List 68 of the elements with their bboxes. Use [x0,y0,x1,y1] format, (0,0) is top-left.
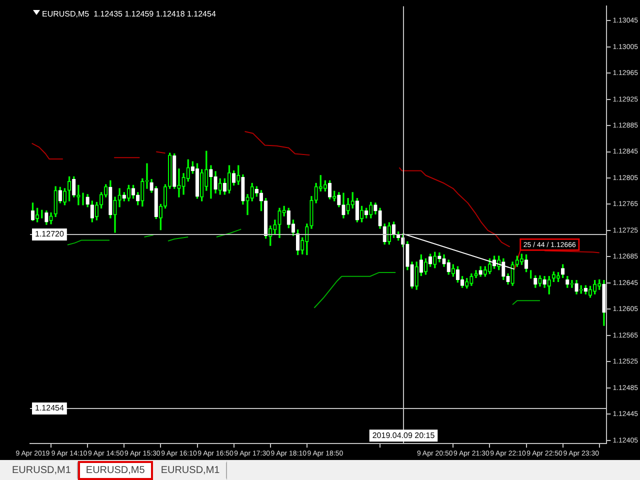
candlestick [108,180,112,218]
candlestick [49,212,53,224]
candlestick [323,180,328,192]
chart-title: EURUSD,M5 1.12435 1.12459 1.12418 1.12454 [42,9,216,18]
candlestick [424,258,428,275]
candlestick [54,186,58,218]
ref-line-label: 1.12720 [35,230,64,239]
candlestick [414,262,418,290]
candlestick [574,280,578,294]
candlestick [451,264,455,277]
ref-line-label: 1.12454 [35,404,64,413]
candlestick [378,208,382,229]
candlestick [94,202,99,220]
candlestick [478,266,482,277]
candlestick [305,224,309,256]
candlestick [560,264,565,278]
candlestick [592,280,597,294]
text: EURUSD,M1 [4,460,78,480]
candlestick [195,163,200,199]
candlestick [227,165,232,194]
candlestick [273,220,277,234]
candlestick [456,266,460,283]
candlestick [140,178,144,207]
candlestick [510,262,514,286]
ref-line-label: 2019.04.09 20:15 [372,430,436,440]
candlestick [328,180,332,200]
candlestick [236,165,240,185]
candlestick [337,192,341,208]
candlestick [542,276,546,288]
candlestick [177,168,181,198]
candlestick [172,153,176,189]
candlestick [346,198,350,214]
candlestick [250,182,254,202]
candlestick [470,273,474,286]
candlestick [44,210,48,225]
candlestick [355,198,360,222]
candlestick [524,254,528,272]
candlestick [214,171,218,194]
candlestick [168,152,172,189]
candlestick [588,286,592,298]
text: EURUSD,M5 [78,460,153,480]
candlestick [534,275,538,288]
candlestick [86,194,90,208]
candlestick [113,196,117,233]
candlestick [278,208,282,238]
candlestick [438,252,442,262]
candlestick [342,192,346,218]
candlestick [30,202,35,221]
candlestick [209,165,213,199]
candlestick [67,176,72,202]
text: EURUSD,M1 [152,460,227,480]
candlestick [369,202,373,218]
candlestick [570,280,574,288]
candlestick [520,254,524,265]
candlestick [200,169,204,202]
candlestick [131,184,136,199]
candlestick [259,190,264,212]
candlestick [488,258,492,274]
candlestick [392,222,396,238]
candlestick [538,275,542,287]
candlestick [584,285,588,294]
candlestick [474,270,478,278]
candlestick [241,174,245,205]
candlestick [433,252,437,268]
candlestick [76,184,80,206]
candlestick [126,184,131,202]
candlestick [602,280,606,326]
candlestick [218,178,222,195]
